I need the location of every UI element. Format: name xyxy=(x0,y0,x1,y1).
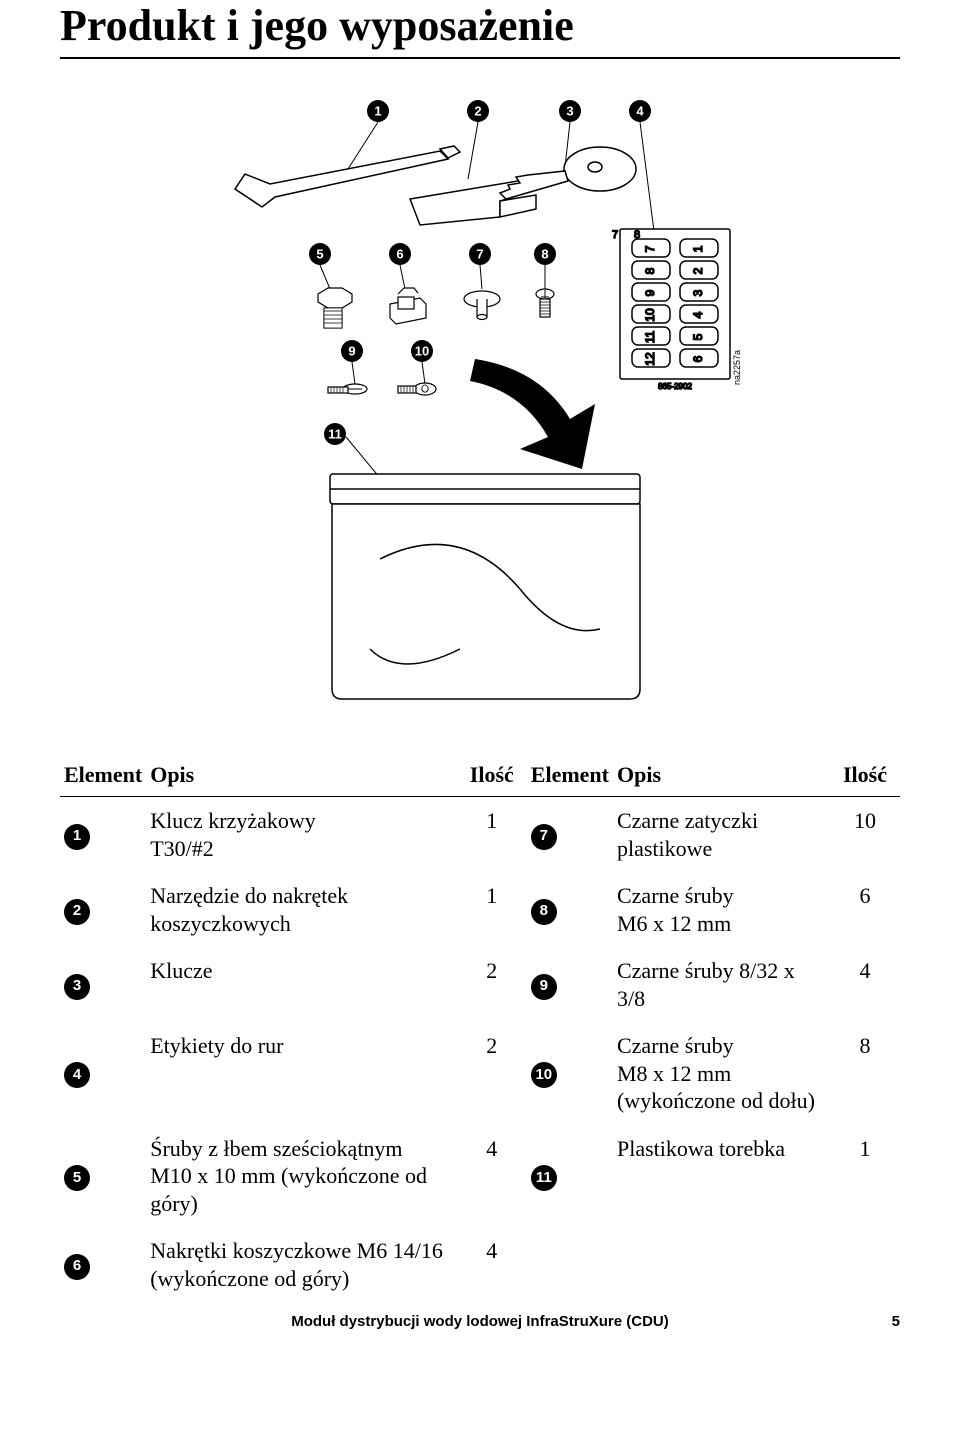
svg-text:11: 11 xyxy=(328,427,342,442)
svg-text:8: 8 xyxy=(541,247,548,262)
table-row: 2 Narzędzie do nakrętek koszyczkowych18 Cz… xyxy=(60,872,900,947)
svg-text:3: 3 xyxy=(566,104,573,119)
svg-text:7: 7 xyxy=(643,245,657,252)
footer-text: Moduł dystrybucji wody lodowej InfraStru… xyxy=(60,1313,900,1330)
svg-text:865-2902: 865-2902 xyxy=(658,382,692,391)
item-qty: 6 xyxy=(830,872,900,947)
svg-text:5: 5 xyxy=(691,333,705,340)
table-row: 5 Śruby z łbem sześciokątnymM10 x 10 mm (… xyxy=(60,1125,900,1228)
item-qty: 1 xyxy=(457,797,527,873)
item-number: 6 xyxy=(64,1254,90,1280)
page-footer: Moduł dystrybucji wody lodowej InfraStru… xyxy=(0,1313,960,1330)
item-desc: Etykiety do rur xyxy=(146,1022,457,1125)
table-row: 3 Klucze29 Czarne śruby 8/32 x 3/84 xyxy=(60,947,900,1022)
item-number: 11 xyxy=(531,1165,557,1191)
svg-text:4: 4 xyxy=(636,104,644,119)
item-desc: Czarne śrubyM6 x 12 mm xyxy=(613,872,830,947)
svg-text:6: 6 xyxy=(691,355,705,362)
item-qty: 2 xyxy=(457,1022,527,1125)
item-desc: Nakrętki koszyczkowe M6 14/16 (wykończon… xyxy=(146,1227,457,1302)
item-desc: Czarne śrubyM8 x 12 mm (wykończone od do… xyxy=(613,1022,830,1125)
item-qty: 2 xyxy=(457,947,527,1022)
svg-text:12: 12 xyxy=(643,352,657,366)
item-qty: 4 xyxy=(830,947,900,1022)
item-desc: Klucz krzyżakowyT30/#2 xyxy=(146,797,457,873)
part-bag xyxy=(330,474,640,699)
item-number: 3 xyxy=(64,974,90,1000)
svg-text:3: 3 xyxy=(691,289,705,296)
svg-text:2: 2 xyxy=(474,104,481,119)
part-screw-832 xyxy=(328,384,367,394)
item-number: 4 xyxy=(64,1062,90,1088)
part-screw-m8 xyxy=(398,383,436,395)
svg-text:8: 8 xyxy=(634,229,640,241)
item-number: 2 xyxy=(64,899,90,925)
part-label-sheet: 7 8 7 8 9 10 11 12 1 2 3 4 5 6 865-2902 xyxy=(612,229,730,391)
item-desc: Śruby z łbem sześciokątnymM10 x 10 mm (w… xyxy=(146,1125,457,1228)
item-qty: 1 xyxy=(457,872,527,947)
item-desc: Czarne zatyczki plastikowe xyxy=(613,797,830,873)
item-desc: Plastikowa torebka xyxy=(613,1125,830,1228)
svg-text:9: 9 xyxy=(348,344,355,359)
table-row: 4 Etykiety do rur210 Czarne śrubyM8 x 12 m… xyxy=(60,1022,900,1125)
table-row: 1Klucz krzyżakowyT30/#217Czarne zatyczki… xyxy=(60,797,900,873)
item-number: 8 xyxy=(531,899,557,925)
part-hex-bolt xyxy=(318,288,352,328)
svg-text:5: 5 xyxy=(316,247,323,262)
svg-text:7: 7 xyxy=(612,229,618,241)
svg-text:1: 1 xyxy=(374,104,381,119)
svg-text:8: 8 xyxy=(643,267,657,274)
parts-table: ElementOpisIlośćElementOpisIlość 1Klucz … xyxy=(60,754,900,1302)
item-desc: Narzędzie do nakrętek koszyczkowych xyxy=(146,872,457,947)
arrow-icon xyxy=(470,359,595,469)
svg-text:2: 2 xyxy=(691,267,705,274)
item-qty: 4 xyxy=(457,1125,527,1228)
svg-text:10: 10 xyxy=(643,308,657,322)
footer-page-number: 5 xyxy=(892,1313,900,1330)
part-screw-m6 xyxy=(536,289,554,317)
item-desc: Czarne śruby 8/32 x 3/8 xyxy=(613,947,830,1022)
item-qty: 10 xyxy=(830,797,900,873)
part-cage-nut xyxy=(390,288,426,324)
item-qty: 4 xyxy=(457,1227,527,1302)
item-qty: 8 xyxy=(830,1022,900,1125)
svg-text:4: 4 xyxy=(691,311,705,318)
item-desc: Klucze xyxy=(146,947,457,1022)
parts-diagram: 1 2 3 4 xyxy=(60,89,900,714)
svg-text:7: 7 xyxy=(476,247,483,262)
item-number: 5 xyxy=(64,1165,90,1191)
item-qty: 1 xyxy=(830,1125,900,1228)
svg-text:10: 10 xyxy=(415,344,429,359)
svg-text:na2257a: na2257a xyxy=(732,350,742,385)
part-key xyxy=(500,147,636,199)
svg-text:9: 9 xyxy=(643,289,657,296)
item-number: 7 xyxy=(531,824,557,850)
item-number: 10 xyxy=(531,1062,557,1088)
item-number: 1 xyxy=(64,824,90,850)
svg-text:6: 6 xyxy=(396,247,403,262)
svg-text:1: 1 xyxy=(691,245,705,252)
svg-text:11: 11 xyxy=(643,330,657,343)
item-number: 9 xyxy=(531,974,557,1000)
part-plug xyxy=(464,291,500,320)
page-title: Produkt i jego wyposażenie xyxy=(60,0,900,59)
table-row: 6 Nakrętki koszyczkowe M6 14/16 (wykończo… xyxy=(60,1227,900,1302)
